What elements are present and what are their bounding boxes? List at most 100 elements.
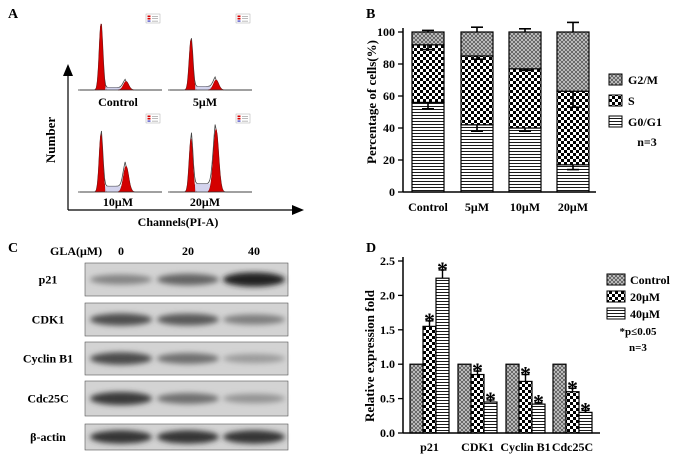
histogram-label-20um: 20μM	[190, 195, 220, 209]
blot-protein-label: β-actin	[30, 430, 66, 444]
bar-g0-g1-1	[411, 101, 445, 193]
histogram-mini-legend-swatch	[147, 117, 151, 120]
bar-control-cdk1	[457, 363, 472, 434]
blot-band	[90, 313, 152, 326]
chart-b-ytick-label: 20	[383, 153, 395, 167]
blot-band	[223, 314, 285, 325]
panel-c-western-blot: GLA(μM) 0 20 40 p21 CDK1 Cyclin B1 Cdc25C β-…	[23, 244, 289, 451]
significance-star: *	[472, 358, 483, 383]
panel-a-x-arrow	[292, 205, 304, 215]
bar-g2-m-2	[460, 31, 494, 57]
bar-s-2	[460, 55, 494, 126]
significance-star: *	[520, 362, 531, 387]
blot-band	[157, 273, 219, 286]
legend-label-s: S	[628, 94, 635, 108]
bar-g2-m-4	[556, 31, 590, 92]
blot-band	[90, 430, 152, 444]
legend-label-20-m: 20μM	[630, 290, 660, 304]
bar-20-m-cdk1	[470, 373, 485, 434]
histogram-mini-legend-swatch	[237, 117, 241, 120]
chart-d-ytick-label: 0.0	[380, 426, 395, 440]
bar-20-m-cyclin-b1	[518, 380, 533, 434]
panel-a-y-arrow	[63, 64, 73, 76]
chart-b-xtick-label: 20μM	[558, 200, 588, 214]
histogram-mini-legend-swatch	[237, 15, 241, 18]
legend-swatch-g0-g1	[608, 115, 623, 128]
blot-band	[90, 352, 152, 365]
bar-g2-m-1	[411, 31, 445, 46]
blot-band	[157, 430, 219, 444]
bar-control-p21	[409, 363, 424, 434]
chart-d-ytick-label: 2.0	[380, 288, 395, 302]
blot-band	[90, 391, 152, 406]
bar-g2-m-3	[508, 31, 542, 70]
histogram-s-region	[105, 87, 122, 90]
bar-40-m-p21	[435, 277, 450, 434]
significance-star: *	[533, 390, 544, 415]
chart-b-xtick-label: 5μM	[465, 200, 489, 214]
significance-star: *	[567, 375, 578, 400]
legend-label-40-m: 40μM	[630, 307, 660, 321]
blot-band	[223, 430, 285, 444]
blot-protein-label: p21	[39, 273, 58, 287]
blot-dose-0: 0	[118, 244, 124, 258]
blot-band	[223, 353, 285, 364]
chart-b-ytick-label: 40	[383, 121, 395, 135]
chart-d-ytick-label: 0.5	[380, 392, 395, 406]
histogram-g1-peak	[94, 23, 108, 91]
bar-g0-g1-2	[460, 124, 494, 193]
legend-swatch-control	[606, 273, 626, 286]
chart-b-xtick-label: Control	[408, 200, 448, 214]
chart-d-ytick-label: 1.0	[380, 357, 395, 371]
histogram-mini-legend-swatch	[237, 20, 241, 22]
chart-d-xtick-label: CDK1	[461, 440, 494, 454]
bar-20-m-p21	[422, 325, 437, 434]
bar-s-3	[508, 68, 542, 129]
chart-d-xtick-label: p21	[420, 440, 439, 454]
chart-b-xtick-label: 10μM	[510, 200, 540, 214]
bar-control-cyclin-b1	[505, 363, 520, 434]
histogram-mini-legend-swatch	[147, 120, 151, 122]
chart-b-note: n=3	[637, 135, 657, 149]
chart-d-ytick-label: 2.5	[380, 254, 395, 268]
panel-a-ylabel: Number	[43, 117, 58, 163]
significance-star: *	[437, 257, 448, 282]
panel-letter-d: D	[366, 241, 376, 256]
blot-dose-20: 20	[182, 244, 194, 258]
chart-b-ylabel: Percentage of cells(%)	[364, 40, 379, 164]
blot-dose-label: GLA(μM)	[50, 244, 102, 258]
blot-band	[223, 393, 285, 404]
histogram-mini-legend-swatch	[147, 20, 151, 22]
legend-swatch-40-m	[606, 307, 626, 320]
bar-control-cdc25c	[552, 363, 567, 434]
histogram-s-region	[195, 183, 212, 192]
histogram-label-10um: 10μM	[103, 195, 133, 209]
histogram-outline	[80, 23, 162, 91]
bar-s-1	[411, 44, 445, 103]
blot-band	[157, 393, 219, 404]
blot-band	[157, 353, 219, 364]
histogram-label-control: Control	[98, 95, 138, 109]
legend-label-g0-g1: G0/G1	[628, 115, 662, 129]
chart-d-xtick-label: Cdc25C	[552, 440, 593, 454]
histogram-g2-peak	[117, 165, 135, 193]
panel-letter-a: A	[8, 7, 19, 22]
histogram-g2-peak	[207, 128, 225, 193]
legend-label-control: Control	[630, 273, 670, 287]
legend-label-g2-m: G2/M	[628, 73, 658, 87]
histogram-outline	[170, 38, 252, 91]
chart-d-ytick-label: 1.5	[380, 323, 395, 337]
significance-star: *	[485, 387, 496, 412]
significance-star: *	[424, 308, 435, 333]
chart-d-ylabel: Relative expression fold	[362, 289, 377, 422]
histogram-g2-peak	[117, 81, 135, 91]
chart-b-ytick-label: 0	[389, 185, 395, 199]
chart-d-note-p: *p≤0.05	[620, 326, 657, 338]
histogram-mini-legend-swatch	[147, 15, 151, 18]
histogram-label-5um: 5μM	[193, 95, 217, 109]
significance-star: *	[580, 397, 591, 422]
panel-letter-b: B	[366, 7, 375, 22]
legend-swatch-g2-m	[608, 73, 623, 86]
blot-protein-label: CDK1	[32, 313, 65, 327]
